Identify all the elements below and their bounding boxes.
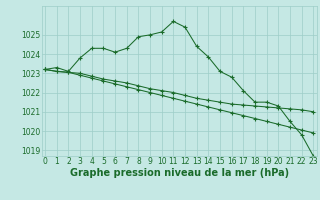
X-axis label: Graphe pression niveau de la mer (hPa): Graphe pression niveau de la mer (hPa)	[70, 168, 289, 178]
